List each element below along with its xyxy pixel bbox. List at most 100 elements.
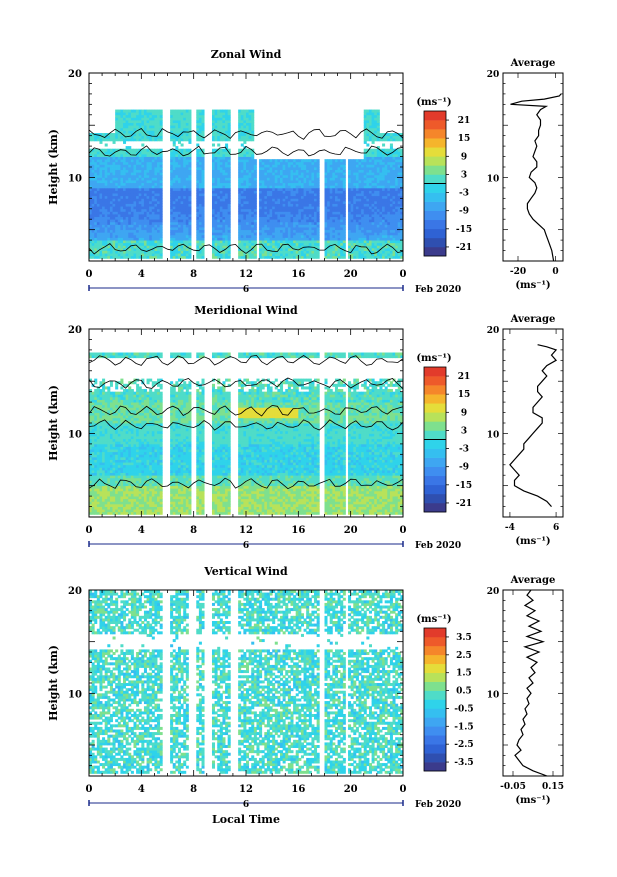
heatmap-cell	[175, 222, 178, 225]
heatmap-cell	[222, 180, 225, 183]
heatmap-cell	[120, 193, 123, 196]
heatmap-cell	[113, 214, 116, 217]
heatmap-cell	[283, 227, 286, 230]
heatmap-cell	[280, 185, 283, 188]
heatmap-cell	[314, 188, 317, 191]
heatmap-cell	[97, 253, 100, 256]
heatmap-cell	[173, 204, 176, 207]
heatmap-cell	[264, 219, 267, 222]
heatmap-cell	[123, 256, 126, 259]
heatmap-cell	[241, 144, 244, 147]
heatmap-cell	[107, 177, 110, 180]
heatmap-cell	[202, 230, 205, 233]
heatmap-cell	[94, 167, 97, 170]
heatmap-cell	[374, 245, 377, 248]
heatmap-cell	[178, 170, 181, 173]
heatmap-cell	[217, 243, 220, 246]
heatmap-cell	[113, 238, 116, 241]
heatmap-cell	[241, 243, 244, 246]
heatmap-cell	[254, 232, 257, 235]
heatmap-cell	[285, 214, 288, 217]
heatmap-cell	[369, 245, 372, 248]
heatmap-cell	[353, 175, 356, 178]
heatmap-cell	[309, 211, 312, 214]
heatmap-cell	[222, 214, 225, 217]
heatmap-cell	[149, 214, 152, 217]
heatmap-cell	[259, 167, 262, 170]
heatmap-cell	[314, 198, 317, 201]
heatmap-cell	[144, 196, 147, 199]
heatmap-cell	[243, 185, 246, 188]
heatmap-cell	[306, 170, 309, 173]
heatmap-cell	[220, 201, 223, 204]
heatmap-cell	[325, 238, 328, 241]
heatmap-cell	[105, 251, 108, 254]
heatmap-cell	[243, 232, 246, 235]
heatmap-cell	[332, 222, 335, 225]
heatmap-cell	[107, 222, 110, 225]
heatmap-cell	[298, 204, 301, 207]
heatmap-cell	[249, 198, 252, 201]
heatmap-cell	[99, 224, 102, 227]
heatmap-cell	[123, 253, 126, 256]
heatmap-cell	[304, 172, 307, 175]
heatmap-cell	[267, 167, 270, 170]
heatmap-cell	[126, 125, 129, 128]
heatmap-cell	[374, 224, 377, 227]
heatmap-cell	[115, 188, 118, 191]
heatmap-cell	[351, 253, 354, 256]
heatmap-cell	[338, 201, 341, 204]
heatmap-cell	[157, 120, 160, 123]
heatmap-cell	[202, 256, 205, 259]
heatmap-cell	[275, 230, 278, 233]
heatmap-cell	[369, 117, 372, 120]
heatmap-cell	[238, 185, 241, 188]
heatmap-cell	[160, 162, 163, 165]
heatmap-cell	[107, 185, 110, 188]
heatmap-cell	[272, 164, 275, 167]
heatmap-cell	[309, 183, 312, 186]
heatmap-cell	[356, 219, 359, 222]
heatmap-cell	[202, 172, 205, 175]
heatmap-cell	[343, 183, 346, 186]
heatmap-cell	[359, 172, 362, 175]
heatmap-cell	[126, 162, 129, 165]
heatmap-cell	[288, 172, 291, 175]
heatmap-cell	[188, 230, 191, 233]
heatmap-cell	[293, 240, 296, 243]
heatmap-cell	[131, 157, 134, 160]
heatmap-cell	[264, 240, 267, 243]
heatmap-cell	[283, 172, 286, 175]
heatmap-cell	[335, 183, 338, 186]
heatmap-cell	[259, 206, 262, 209]
heatmap-cell	[277, 209, 280, 212]
heatmap-cell	[113, 217, 116, 220]
heatmap-cell	[304, 238, 307, 241]
heatmap-cell	[317, 201, 320, 204]
heatmap-cell	[202, 198, 205, 201]
heatmap-cell	[188, 227, 191, 230]
heatmap-cell	[267, 188, 270, 191]
heatmap-cell	[390, 196, 393, 199]
heatmap-cell	[290, 232, 293, 235]
heatmap-cell	[390, 193, 393, 196]
heatmap-cell	[387, 172, 390, 175]
heatmap-cell	[173, 159, 176, 162]
heatmap-cell	[285, 240, 288, 243]
heatmap-cell	[264, 201, 267, 204]
heatmap-cell	[107, 175, 110, 178]
heatmap-cell	[217, 245, 220, 248]
heatmap-cell	[196, 222, 199, 225]
heatmap-cell	[398, 170, 401, 173]
heatmap-cell	[186, 230, 189, 233]
heatmap-cell	[217, 144, 220, 147]
heatmap-cell	[241, 177, 244, 180]
heatmap-cell	[395, 183, 398, 186]
heatmap-cell	[348, 243, 351, 246]
heatmap-cell	[217, 201, 220, 204]
heatmap-cell	[374, 230, 377, 233]
heatmap-cell	[123, 204, 126, 207]
heatmap-cell	[301, 238, 304, 241]
heatmap-cell	[372, 159, 375, 162]
heatmap-cell	[228, 162, 231, 165]
